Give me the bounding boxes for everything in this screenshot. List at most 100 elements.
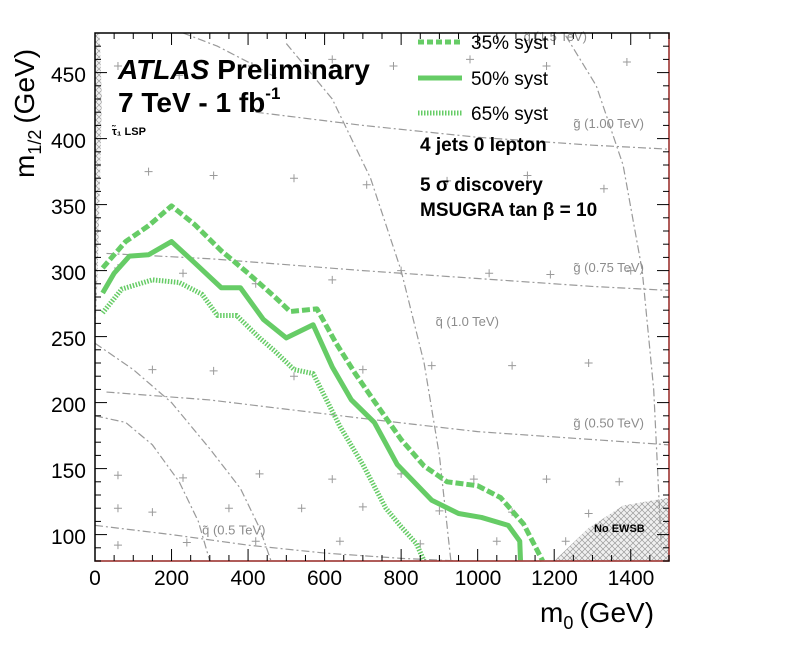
legend: 35% syst 50% syst 65% syst: [418, 33, 549, 125]
grid-point: [427, 361, 436, 370]
grid-point: [175, 71, 184, 80]
chart-subtitle: 7 TeV - 1 fb-1: [118, 84, 280, 118]
grid-point: [328, 475, 337, 484]
grid-point: [209, 171, 218, 180]
grid-point: [328, 55, 337, 64]
grid-point: [584, 509, 593, 518]
y-tick-label: 350: [51, 196, 86, 219]
grid-point: [182, 538, 191, 547]
grid-point: [148, 508, 157, 517]
x-axis-subscript: 0: [563, 613, 573, 633]
grid-point: [492, 537, 501, 546]
mass-contour-low-m0-curve: [94, 415, 211, 562]
legend-label-65: 65% syst: [471, 104, 549, 125]
y-axis-unit: (GeV): [9, 49, 40, 124]
grid-point: [523, 171, 532, 180]
x-axis-title: m0 (GeV): [540, 597, 654, 633]
y-axis-subscript: 1/2: [25, 130, 45, 155]
mass-contour-squark-15-TeV: [565, 35, 662, 548]
grid-point: [289, 372, 298, 381]
y-axis-symbol: m: [9, 155, 40, 178]
y-tick-label: 100: [51, 526, 86, 549]
mass-contour-label: q̃ (0.5 TeV): [202, 523, 265, 538]
x-tick-label: 200: [154, 567, 189, 590]
y-tick-label: 400: [51, 130, 86, 153]
mass-contour-label: g̃ (0.75 TeV): [573, 260, 644, 275]
grid-point: [358, 502, 367, 511]
y-tick-label: 250: [51, 328, 86, 351]
grid-point: [113, 62, 122, 70]
grid-point: [584, 359, 593, 367]
mass-contour-gluino-100-TeV: [255, 111, 670, 150]
x-tick-label: 1200: [531, 567, 578, 590]
x-tick-label: 1400: [608, 567, 655, 590]
grid-point: [542, 62, 551, 70]
mass-contour-label: q̃ (1.0 TeV): [436, 314, 499, 329]
grid-point: [179, 473, 188, 482]
y-tick-label: 200: [51, 394, 86, 417]
grid-point: [622, 58, 631, 67]
grid-point: [148, 365, 157, 374]
tick-layer: [94, 32, 670, 562]
grid-point: [397, 266, 406, 275]
contour-dashed: [100, 203, 545, 563]
mass-contour-label: g̃ (1.00 TeV): [573, 116, 644, 131]
legend-label-35: 35% syst: [471, 33, 549, 54]
lsp-excluded-region: [95, 33, 102, 337]
contour-solid: [100, 239, 524, 562]
grid-point-layer: [113, 55, 635, 550]
grid-point: [289, 174, 298, 183]
grid-point: [389, 62, 398, 70]
grid-point: [485, 269, 494, 278]
x-axis-unit: (GeV): [579, 597, 654, 628]
lsp-annotation: τ̃₁ LSP: [112, 125, 146, 138]
x-axis-symbol: m: [540, 597, 563, 628]
x-tick-label: 600: [307, 567, 342, 590]
mass-contour-squark-10-TeV: [285, 43, 452, 562]
grid-point: [466, 55, 475, 64]
mass-contour-bottom-curve: [94, 524, 459, 562]
grid-point: [144, 167, 153, 176]
grid-point: [358, 365, 367, 374]
x-tick-label: 400: [230, 567, 265, 590]
series-layer: [100, 203, 545, 563]
y-axis-title: m1/2 (GeV): [9, 49, 45, 178]
mass-contour-label: g̃ (0.50 TeV): [573, 416, 644, 431]
channel-annotation: 4 jets 0 lepton: [420, 135, 547, 156]
contour-dotted: [100, 277, 427, 563]
grid-point: [561, 537, 570, 546]
mass-contour-top-left-curve: [182, 32, 279, 80]
grid-point: [255, 469, 264, 478]
grid-point: [508, 361, 517, 370]
model-annotation: MSUGRA tan β = 10: [420, 200, 597, 221]
x-tick-label: 0: [89, 567, 101, 590]
grid-point: [443, 176, 452, 185]
title-atlas: ATLAS: [117, 54, 210, 85]
grid-point: [247, 62, 256, 70]
subtitle-superscript: -1: [265, 84, 280, 103]
y-tick-label: 450: [51, 64, 86, 87]
grid-point: [469, 475, 478, 484]
x-tick-label: 800: [383, 567, 418, 590]
mass-contour-gluino-050-TeV: [106, 391, 670, 446]
grid-point: [626, 266, 635, 275]
grid-point: [362, 180, 371, 189]
legend-label-50: 50% syst: [471, 69, 549, 90]
grid-point: [251, 537, 260, 546]
grid-point: [542, 475, 551, 484]
grid-point: [297, 504, 306, 513]
no-ewsb-annotation: No EWSB: [594, 523, 645, 535]
grid-point: [224, 504, 233, 513]
no-ewsb-region: [554, 497, 669, 561]
y-tick-label: 300: [51, 262, 86, 285]
grid-point: [615, 477, 624, 486]
discovery-annotation: 5 σ discovery: [420, 175, 543, 196]
grid-point: [179, 269, 188, 278]
grid-point: [113, 504, 122, 513]
grid-point: [113, 541, 122, 550]
chart-title: ATLAS Preliminary: [117, 54, 370, 85]
x-tick-label: 1000: [455, 567, 502, 590]
grid-point: [435, 506, 444, 515]
subtitle-text: 7 TeV - 1 fb: [118, 87, 265, 118]
